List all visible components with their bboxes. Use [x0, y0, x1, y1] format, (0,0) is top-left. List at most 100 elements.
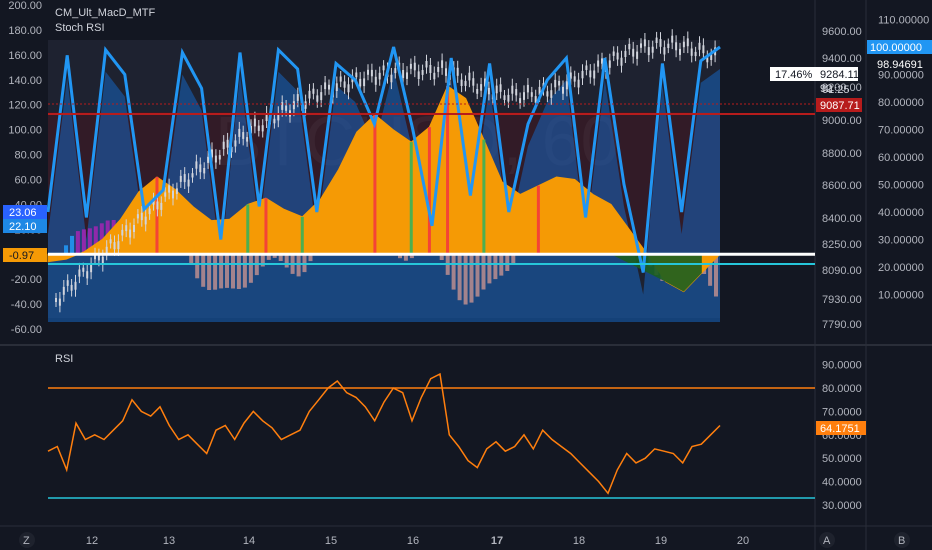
candle-body — [316, 95, 319, 102]
candle-body — [437, 67, 440, 72]
candle-body — [526, 84, 529, 93]
stoch-tick-label: 110.00000 — [878, 15, 929, 27]
legend-macd[interactable]: CM_Ult_MacD_MTF — [55, 7, 156, 19]
price-change-tag: 17.46% — [775, 69, 813, 81]
macd-zero-tag-bg — [3, 248, 47, 262]
histogram-bar — [195, 254, 200, 279]
candle-body — [445, 68, 447, 76]
candle-body — [109, 239, 112, 244]
rsi-last-tag-bg — [816, 421, 866, 435]
macd-cross-marker — [446, 86, 450, 255]
candle-body — [562, 86, 564, 94]
histogram-bar — [284, 254, 289, 268]
price-tick-label: 8400.00 — [822, 213, 862, 225]
b-scale-button-bg[interactable] — [894, 532, 910, 548]
candle-body — [304, 101, 307, 109]
histogram-bar — [260, 254, 265, 267]
candle-body — [690, 48, 693, 56]
candle-body — [94, 253, 96, 260]
histogram-bar — [493, 254, 498, 280]
candle-body — [651, 46, 654, 53]
auto-scale-button[interactable]: A — [823, 535, 831, 547]
candle-body — [246, 137, 249, 142]
stoch-k-line — [46, 45, 721, 273]
legend-stoch-rsi[interactable]: Stoch RSI — [55, 22, 105, 34]
auto-scale-button-bg[interactable] — [819, 532, 835, 548]
time-tick-label: 16 — [407, 535, 419, 547]
time-tick-label: 12 — [86, 535, 98, 547]
histogram-bar — [75, 231, 80, 255]
candle-body — [281, 102, 284, 110]
candle-body — [214, 155, 217, 163]
candle-body — [78, 269, 81, 277]
histogram-bar — [93, 226, 98, 255]
candle-body — [382, 65, 385, 71]
candle-body — [168, 185, 171, 193]
histogram-bar — [511, 254, 516, 264]
price-tick-label: 8090.00 — [822, 265, 862, 277]
candle-body — [394, 68, 397, 74]
candle-body — [324, 82, 327, 90]
histogram-bar — [469, 254, 474, 303]
candle-body — [675, 42, 678, 51]
candle-body — [86, 271, 89, 279]
candle-body — [125, 225, 128, 232]
candle-body — [530, 92, 533, 97]
candle-body — [616, 52, 619, 60]
b-scale-button[interactable]: B — [898, 535, 905, 547]
time-tick-label: 14 — [243, 535, 255, 547]
candle-body — [160, 202, 163, 210]
candle-body — [328, 84, 330, 90]
candle-body — [70, 284, 73, 291]
time-axis-ticks[interactable]: 12 13 14 15 16 17 18 19 20 — [86, 535, 749, 547]
candle-body — [273, 118, 276, 124]
candle-body — [476, 89, 479, 94]
histogram-bar — [481, 254, 486, 290]
candle-body — [464, 80, 467, 86]
histogram-bar — [189, 254, 194, 265]
candle-body — [643, 39, 646, 47]
price-axis-ticks[interactable]: 9600.00 9400.00 9200.00 9000.00 8800.00 8600.… — [822, 26, 862, 331]
stoch-tick-label: 60.00000 — [878, 152, 924, 164]
candle-body — [647, 47, 650, 56]
candle-body — [702, 45, 705, 54]
macd-zero-tag: -0.97 — [9, 250, 34, 262]
candle-body — [523, 92, 525, 100]
candle-body — [402, 70, 405, 78]
candle-body — [589, 70, 592, 78]
candle-body — [211, 149, 213, 158]
candle-body — [499, 84, 502, 92]
candle-body — [503, 95, 506, 100]
candle-body — [90, 264, 93, 273]
candle-body — [265, 113, 268, 121]
rsi-axis-ticks[interactable]: 90.000080.000070.000060.000050.000040.00… — [822, 360, 862, 512]
candle-body — [682, 41, 685, 48]
left-tick-label: 160.00 — [8, 50, 42, 62]
stoch-axis-ticks[interactable]: 110.00000100.0000090.0000080.0000070.000… — [878, 15, 930, 302]
candle-body — [187, 179, 190, 187]
candle-body — [261, 125, 264, 132]
histogram-bar — [308, 254, 313, 262]
stoch-tick-label: 40.00000 — [878, 207, 924, 219]
legend-rsi[interactable]: RSI — [55, 353, 73, 365]
candle-body — [378, 72, 381, 80]
candle-body — [129, 229, 132, 238]
timezone-button-bg[interactable] — [19, 532, 35, 548]
candle-body — [511, 85, 514, 94]
candle-body — [136, 214, 139, 219]
candle-body — [133, 225, 135, 232]
candle-body — [203, 168, 206, 174]
histogram-bar — [398, 254, 402, 259]
time-tick-label: 20 — [737, 535, 749, 547]
macd-cross-marker — [300, 216, 304, 255]
candle-body — [640, 43, 642, 48]
candle-body — [679, 48, 681, 55]
candle-body — [234, 140, 237, 147]
histogram-bar — [487, 254, 492, 284]
candle-body — [636, 51, 639, 59]
stoch-tick-label: 70.00000 — [878, 125, 924, 137]
stoch-tick-label: 90.00000 — [878, 70, 924, 82]
timezone-button[interactable]: Z — [23, 535, 30, 547]
stoch-tick-label: 80.00000 — [878, 97, 924, 109]
